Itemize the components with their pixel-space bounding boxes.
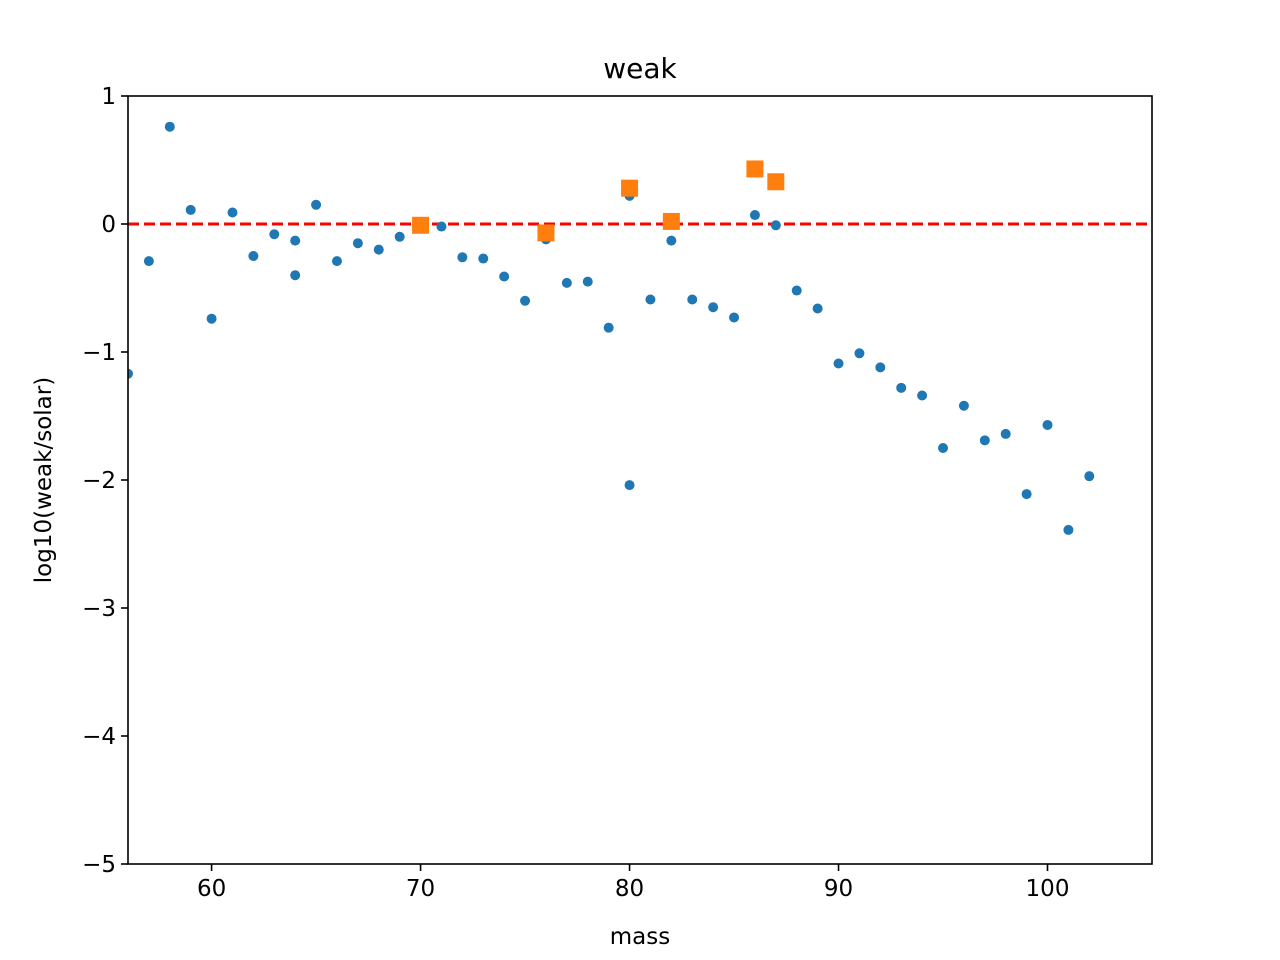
marker-dot-all-18 (478, 253, 489, 264)
marker-dot-all-3 (185, 204, 196, 215)
y-axis-label: log10(weak/solar) (31, 377, 57, 583)
marker-dot-all-2 (164, 121, 175, 132)
marker-dot-all-40 (917, 390, 928, 401)
marker-dot-all-43 (979, 435, 990, 446)
marker-square-highlighted-1 (537, 224, 555, 242)
marker-dot-all-32 (749, 210, 760, 221)
marker-dot-all-14 (394, 231, 405, 242)
x-tick-label-80: 80 (615, 876, 644, 902)
marker-dot-all-17 (457, 252, 468, 263)
marker-dot-all-45 (1021, 489, 1032, 500)
plot-area: 60 70 80 90 100 −5 −4 −3 −2 −1 0 1 (82, 84, 1153, 902)
marker-dot-all-4 (206, 313, 217, 324)
marker-dot-all-9 (290, 270, 301, 281)
x-axis-label: mass (610, 924, 670, 950)
x-tick-label-70: 70 (406, 876, 435, 902)
marker-dot-all-33 (770, 220, 781, 231)
marker-dot-all-26 (624, 480, 635, 491)
marker-dot-all-48 (1084, 471, 1095, 482)
y-tick-label--1: −1 (82, 340, 116, 366)
marker-dot-all-41 (938, 443, 949, 453)
marker-square-highlighted-2 (621, 179, 639, 197)
marker-dot-all-19 (499, 271, 510, 282)
marker-dot-all-39 (896, 382, 907, 393)
marker-dot-all-0 (128, 368, 133, 379)
marker-square-highlighted-0 (412, 216, 430, 234)
marker-dot-all-11 (331, 256, 342, 267)
marker-dot-all-13 (373, 244, 384, 255)
marker-dot-all-34 (791, 285, 802, 296)
marker-dot-all-10 (311, 199, 322, 210)
marker-dot-all-42 (958, 400, 969, 411)
y-tick-label--2: −2 (82, 468, 116, 494)
marker-dot-all-38 (875, 362, 886, 373)
marker-dot-all-35 (812, 303, 823, 314)
marker-dot-all-24 (603, 322, 614, 333)
marker-dot-all-46 (1042, 419, 1053, 430)
x-tick-label-100: 100 (1026, 876, 1070, 902)
marker-dot-all-8 (290, 235, 301, 246)
y-tick-label--5: −5 (82, 852, 116, 878)
x-tick-label-60: 60 (197, 876, 226, 902)
y-tick-label--4: −4 (82, 724, 116, 750)
marker-dot-all-47 (1063, 524, 1074, 535)
marker-dot-all-30 (708, 302, 719, 313)
marker-dot-all-36 (833, 358, 844, 369)
marker-dot-all-16 (436, 221, 447, 232)
y-tick-label-1: 1 (101, 84, 116, 110)
y-tick-label-0: 0 (101, 212, 116, 238)
marker-dot-all-6 (248, 251, 259, 261)
marker-dot-all-22 (561, 277, 572, 288)
marker-square-highlighted-5 (767, 173, 785, 191)
x-tick-label-90: 90 (824, 876, 853, 902)
marker-dot-all-37 (854, 348, 865, 359)
marker-dot-all-1 (143, 256, 154, 267)
marker-square-highlighted-3 (662, 212, 680, 230)
marker-dot-all-44 (1000, 428, 1011, 439)
marker-dot-all-27 (645, 294, 656, 305)
marker-dot-all-20 (520, 295, 531, 306)
marker-dot-all-5 (227, 207, 238, 218)
marker-dot-all-28 (666, 235, 677, 246)
chart-title: weak (603, 52, 677, 85)
y-tick-label--3: −3 (82, 596, 116, 622)
marker-dot-all-7 (269, 229, 280, 240)
marker-square-highlighted-4 (746, 160, 764, 178)
marker-dot-all-31 (729, 312, 740, 323)
marker-dot-all-12 (352, 238, 363, 249)
marker-dot-all-23 (582, 276, 593, 287)
plot-content (128, 121, 1152, 535)
marker-dot-all-29 (687, 294, 698, 305)
